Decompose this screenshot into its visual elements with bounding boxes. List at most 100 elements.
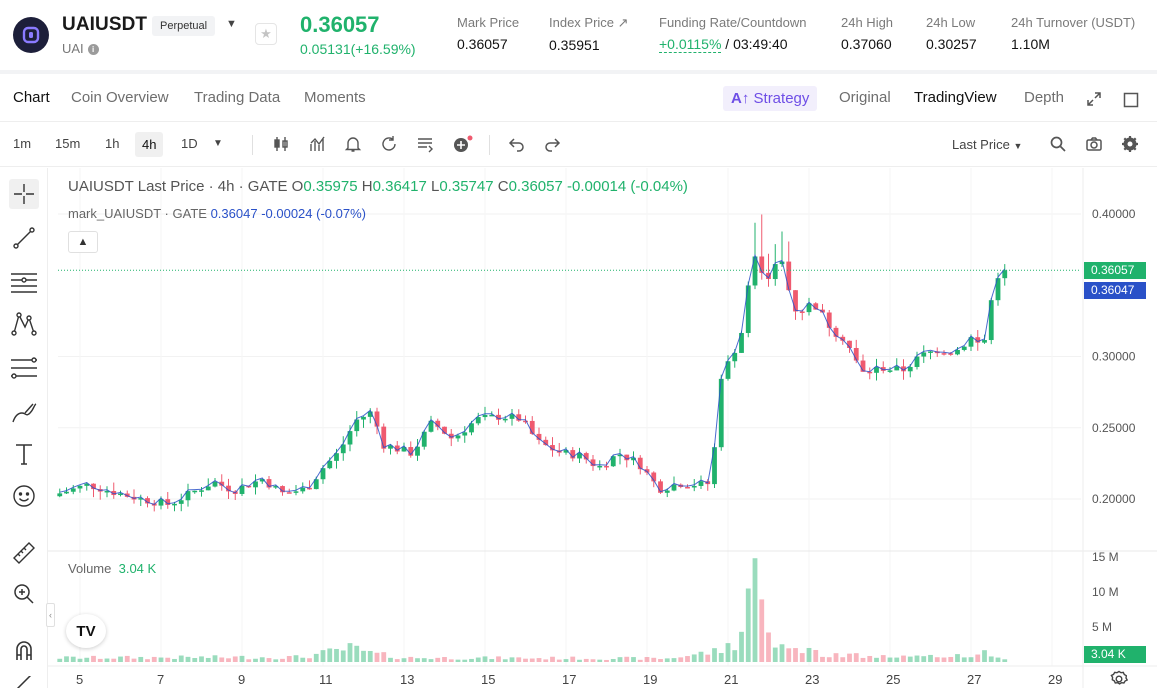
price-axis-tick: 0.25000 — [1092, 421, 1136, 435]
candle-body — [860, 360, 866, 372]
candle-body — [239, 485, 245, 494]
zoom-in-icon[interactable] — [9, 579, 39, 609]
volume-bar — [489, 659, 495, 662]
volume-bar — [671, 658, 677, 662]
volume-bar — [840, 657, 846, 662]
candle-body — [381, 426, 387, 449]
volume-bar — [496, 656, 501, 662]
tab-coin-overview[interactable]: Coin Overview — [71, 89, 169, 106]
undo-icon[interactable] — [508, 135, 526, 153]
volume-bar — [739, 631, 744, 662]
fibonacci-icon[interactable] — [9, 353, 39, 383]
chevron-down-icon: ▼ — [1013, 141, 1023, 151]
time-axis-tick: 5 — [76, 672, 83, 687]
volume-bar — [273, 659, 279, 662]
strategy-button[interactable]: A↑ Strategy — [723, 86, 818, 111]
candle-body — [536, 433, 542, 440]
volume-bar — [833, 653, 839, 662]
volume-bar — [354, 645, 360, 662]
volume-bar — [698, 651, 704, 662]
favorite-star-icon[interactable]: ★ — [255, 23, 277, 45]
trend-line-icon[interactable] — [9, 223, 39, 253]
template-list-icon[interactable] — [416, 135, 434, 153]
tradingview-logo[interactable]: TV — [66, 614, 106, 648]
crosshair-icon[interactable] — [9, 179, 39, 209]
candle-body — [941, 353, 947, 355]
candle-body — [64, 491, 69, 494]
tab-trading-data[interactable]: Trading Data — [194, 89, 281, 106]
pair-symbol[interactable]: UAIUSDT — [62, 14, 148, 35]
candlestick-type-icon[interactable] — [272, 135, 290, 153]
candle-body — [300, 487, 306, 492]
ruler-icon[interactable] — [9, 538, 39, 568]
volume-bar — [320, 650, 326, 662]
candle-body — [1002, 270, 1008, 279]
chart-area[interactable]: 0.40000 0.30000 0.25000 0.20000 5 7 9 11 13 15 17 1… — [46, 168, 1157, 688]
pair-dropdown-icon[interactable]: ▼ — [226, 18, 237, 30]
chevron-left-icon[interactable]: ‹ — [46, 603, 55, 627]
redo-icon[interactable] — [543, 135, 561, 153]
view-depth[interactable]: Depth — [1024, 89, 1065, 106]
magnet-icon[interactable] — [9, 636, 39, 666]
timeframe-4h[interactable]: 4h — [135, 132, 164, 157]
candle-body — [361, 416, 366, 420]
candle-body — [205, 486, 211, 491]
funding-rate-value[interactable]: +0.0115% — [659, 36, 722, 53]
candle-body — [583, 453, 589, 460]
view-original[interactable]: Original — [839, 89, 891, 106]
volume-bar — [948, 656, 954, 662]
stat-value: 1.10M — [1011, 36, 1050, 52]
candlestick-chart[interactable]: 0.40000 0.30000 0.25000 0.20000 5 7 9 11 13 15 17 1… — [48, 168, 1157, 688]
expand-icon[interactable] — [1086, 91, 1102, 112]
collapse-legend-button[interactable]: ▲ — [68, 231, 98, 253]
camera-icon[interactable] — [1085, 135, 1103, 153]
candle-body — [988, 300, 994, 341]
candle-body — [489, 414, 495, 417]
lock-icon[interactable] — [9, 676, 39, 688]
candle-body — [442, 426, 447, 434]
toolbar-divider — [252, 135, 253, 155]
view-tradingview[interactable]: TradingView — [914, 89, 997, 106]
stat-index-price[interactable]: Index Price ↗ 0.35951 — [549, 15, 629, 53]
emoji-icon[interactable] — [9, 481, 39, 511]
volume-bar — [631, 657, 636, 662]
volume-bar — [718, 653, 724, 662]
price-axis-tick: 0.40000 — [1092, 207, 1136, 221]
search-icon[interactable] — [1049, 135, 1067, 153]
time-axis-tick: 25 — [886, 672, 900, 687]
text-tool-icon[interactable] — [9, 439, 39, 469]
pattern-tool-icon[interactable] — [9, 309, 39, 339]
alert-bell-icon[interactable] — [344, 135, 362, 153]
volume-bar — [563, 659, 569, 662]
price-type-select[interactable]: Last Price ▼ — [952, 137, 1022, 152]
timeframe-1h[interactable]: 1h — [105, 136, 120, 151]
window-icon[interactable] — [1123, 92, 1139, 113]
stat-value: 0.36057 — [457, 36, 508, 52]
volume-bar — [462, 659, 468, 662]
info-icon[interactable]: i — [87, 44, 99, 56]
add-plugin-icon[interactable] — [452, 135, 473, 153]
volume-bar — [793, 648, 798, 662]
tab-moments[interactable]: Moments — [304, 89, 366, 106]
volume-bar — [583, 658, 589, 662]
timeframe-1d[interactable]: 1D — [181, 136, 198, 151]
timeframe-1m[interactable]: 1m — [13, 136, 32, 151]
settings-gear-icon[interactable] — [1121, 135, 1139, 153]
candle-body — [718, 378, 724, 448]
base-asset-label: UAI — [62, 41, 84, 56]
timeframe-15m[interactable]: 15m — [55, 136, 81, 151]
tab-chart[interactable]: Chart — [13, 89, 50, 106]
stat-label: Funding Rate/Countdown — [659, 15, 807, 30]
candle-body — [982, 340, 987, 343]
timeframe-dropdown-icon[interactable]: ▼ — [213, 138, 223, 149]
volume-bar — [637, 659, 643, 662]
indicators-icon[interactable] — [309, 135, 327, 153]
brush-icon[interactable] — [9, 397, 39, 427]
axis-settings-gear-icon[interactable] — [1110, 670, 1129, 688]
replay-icon[interactable] — [380, 135, 398, 153]
volume-bar — [394, 659, 400, 662]
candle-body — [118, 493, 123, 496]
stat-label[interactable]: Index Price ↗ — [549, 15, 629, 30]
candle-body — [469, 423, 474, 433]
horizontal-lines-icon[interactable] — [9, 267, 39, 297]
